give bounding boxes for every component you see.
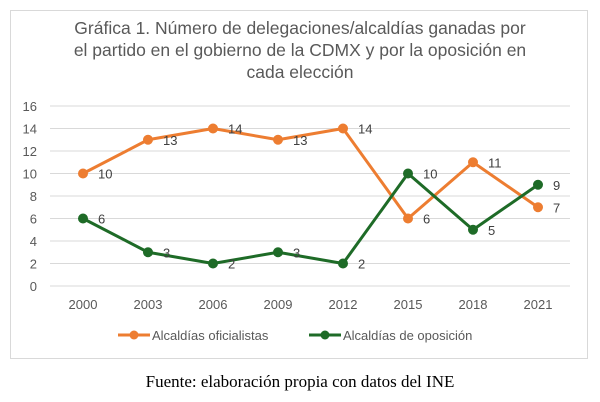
data-point-oficialistas-2012 — [338, 123, 348, 134]
y-tick-label-16: 16 — [23, 99, 37, 114]
chart-title: Gráfica 1. Número de delegaciones/alcald… — [0, 17, 600, 83]
data-label-oposicion-2012: 2 — [358, 257, 365, 272]
x-tick-label-2015: 2015 — [394, 297, 423, 312]
source-note: Fuente: elaboración propia con datos del… — [145, 372, 455, 391]
data-label-oficialistas-2000: 10 — [98, 167, 112, 182]
y-tick-label-8: 8 — [30, 189, 37, 204]
y-tick-label-0: 0 — [30, 279, 37, 294]
y-tick-label-4: 4 — [30, 234, 37, 249]
y-tick-label-10: 10 — [23, 167, 37, 182]
data-point-oposicion-2012 — [338, 258, 348, 269]
x-tick-label-2009: 2009 — [264, 297, 293, 312]
legend-label-oposicion: Alcaldías de oposición — [343, 328, 472, 343]
data-label-oficialistas-2006: 14 — [228, 122, 242, 137]
data-label-oficialistas-2018: 11 — [488, 155, 502, 170]
chart-title-line-3: cada elección — [246, 62, 354, 82]
legend-label-oficialistas: Alcaldías oficialistas — [152, 328, 269, 343]
data-label-oficialistas-2021: 7 — [553, 200, 560, 215]
data-point-oficialistas-2000 — [78, 168, 88, 179]
data-point-oposicion-2021 — [533, 179, 543, 190]
x-tick-label-2000: 2000 — [69, 297, 98, 312]
y-tick-label-2: 2 — [30, 257, 37, 272]
data-point-oficialistas-2018 — [468, 157, 478, 168]
data-point-oposicion-2018 — [468, 224, 478, 235]
data-label-oposicion-2021: 9 — [553, 178, 560, 193]
data-label-oficialistas-2015: 6 — [423, 212, 430, 227]
data-point-oficialistas-2021 — [533, 202, 543, 213]
data-label-oposicion-2006: 2 — [228, 257, 235, 272]
legend-marker-oficialistas — [129, 330, 139, 340]
y-tick-label-14: 14 — [23, 122, 37, 137]
y-tick-label-12: 12 — [23, 144, 37, 159]
data-label-oposicion-2009: 3 — [293, 245, 300, 260]
data-label-oficialistas-2009: 13 — [293, 133, 307, 148]
data-point-oficialistas-2015 — [403, 213, 413, 224]
data-point-oposicion-2015 — [403, 168, 413, 179]
x-tick-label-2012: 2012 — [329, 297, 358, 312]
x-tick-label-2021: 2021 — [524, 297, 553, 312]
chart-title-line-2: el partido en el gobierno de la CDMX y p… — [73, 40, 527, 60]
data-point-oposicion-2000 — [78, 213, 88, 224]
legend-marker-oposicion — [320, 330, 330, 340]
data-point-oficialistas-2003 — [143, 134, 153, 145]
chart-frame — [10, 10, 588, 359]
data-point-oposicion-2003 — [143, 247, 153, 258]
data-point-oficialistas-2009 — [273, 134, 283, 145]
data-point-oficialistas-2006 — [208, 123, 218, 134]
data-point-oposicion-2006 — [208, 258, 218, 269]
data-label-oposicion-2003: 3 — [163, 245, 170, 260]
x-tick-label-2003: 2003 — [134, 297, 163, 312]
x-tick-label-2018: 2018 — [459, 297, 488, 312]
chart-title-line-1: Gráfica 1. Número de delegaciones/alcald… — [74, 18, 526, 38]
series-line-oficialistas — [82, 127, 539, 220]
data-label-oficialistas-2012: 14 — [358, 122, 372, 137]
data-label-oposicion-2000: 6 — [98, 212, 105, 227]
data-label-oposicion-2018: 5 — [488, 223, 495, 238]
x-tick-label-2006: 2006 — [199, 297, 228, 312]
series-line-oposicion — [82, 172, 539, 265]
data-point-oposicion-2009 — [273, 247, 283, 258]
y-tick-label-6: 6 — [30, 212, 37, 227]
data-label-oposicion-2015: 10 — [423, 167, 437, 182]
data-label-oficialistas-2003: 13 — [163, 133, 177, 148]
